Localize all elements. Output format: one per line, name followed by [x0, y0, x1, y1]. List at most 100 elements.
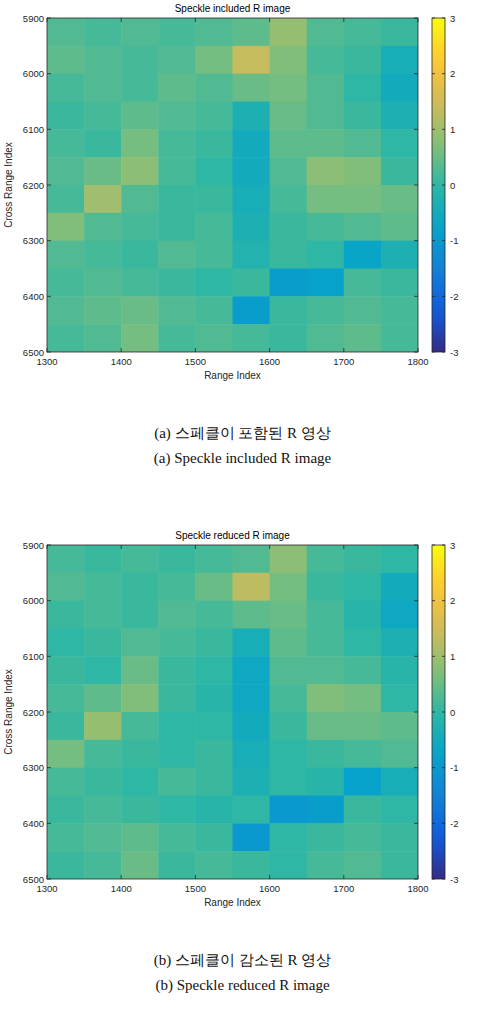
cell: [344, 74, 382, 102]
x-tick: [47, 18, 48, 22]
x-tick-label: 1700: [333, 883, 354, 894]
cell: [307, 656, 345, 684]
cell: [344, 545, 382, 573]
y-tick-label: 6000: [23, 595, 44, 606]
cell: [270, 796, 308, 824]
x-tick: [343, 348, 344, 352]
cell: [158, 656, 196, 684]
y-tick: [414, 352, 418, 353]
cell: [195, 712, 233, 740]
y-tick-label: 6200: [23, 707, 44, 718]
cell: [121, 740, 159, 768]
cell: [381, 102, 418, 130]
cell: [381, 241, 418, 269]
x-tick: [121, 875, 122, 879]
cell: [121, 796, 159, 824]
cell: [233, 157, 271, 185]
y-tick-label: 5900: [23, 13, 44, 24]
cell: [121, 74, 159, 102]
colorbar-tick: [442, 18, 445, 19]
cell: [307, 573, 345, 601]
cell: [84, 157, 122, 185]
colorbar: [432, 18, 445, 352]
x-tick-label: 1800: [407, 883, 428, 894]
cell: [47, 684, 85, 712]
cell: [270, 157, 308, 185]
cell: [195, 545, 233, 573]
cell: [47, 241, 85, 269]
cell: [195, 324, 233, 352]
cell: [84, 656, 122, 684]
colorbar-tick: [442, 296, 445, 297]
cell: [158, 324, 196, 352]
y-tick: [414, 712, 418, 713]
colorbar-tick-label: 2: [450, 68, 455, 79]
y-tick: [47, 823, 51, 824]
cell: [47, 796, 85, 824]
x-tick-label: 1700: [333, 356, 354, 367]
cell: [47, 129, 85, 157]
colorbar-tick-label: -3: [450, 874, 458, 885]
cell: [307, 269, 345, 297]
cell: [158, 545, 196, 573]
cell: [233, 296, 271, 324]
cell: [195, 46, 233, 74]
cell: [270, 601, 308, 629]
y-tick: [414, 240, 418, 241]
y-tick: [47, 712, 51, 713]
y-tick-label: 6300: [23, 762, 44, 773]
y-tick: [47, 185, 51, 186]
cell: [195, 656, 233, 684]
cell: [121, 324, 159, 352]
cell: [233, 740, 271, 768]
cell: [121, 213, 159, 241]
x-tick: [269, 545, 270, 549]
colorbar-tick: [442, 73, 445, 74]
cell: [381, 46, 418, 74]
cell: [270, 102, 308, 130]
cell: [47, 823, 85, 851]
x-tick: [47, 875, 48, 879]
cell: [158, 601, 196, 629]
cell: [195, 740, 233, 768]
colorbar-tick: [442, 712, 445, 713]
cell: [195, 601, 233, 629]
x-tick: [121, 18, 122, 22]
cell: [195, 241, 233, 269]
x-tick: [269, 18, 270, 22]
y-tick-label: 6000: [23, 68, 44, 79]
colorbar-tick: [442, 129, 445, 130]
cell: [47, 46, 85, 74]
y-tick-label: 6200: [23, 180, 44, 191]
cell: [47, 185, 85, 213]
cell: [84, 740, 122, 768]
y-axis-title: Cross Range Index: [3, 142, 14, 228]
colorbar-tick: [442, 352, 445, 353]
cell: [344, 18, 382, 46]
cell: [158, 213, 196, 241]
cell: [270, 851, 308, 879]
cell: [233, 768, 271, 796]
cell: [381, 851, 418, 879]
y-tick-label: 6100: [23, 124, 44, 135]
caption: (b) 스페클이 감소된 R 영상: [154, 952, 332, 969]
y-axis-title: Cross Range Index: [3, 669, 14, 755]
cell: [344, 213, 382, 241]
y-tick: [414, 656, 418, 657]
x-tick: [195, 348, 196, 352]
cell: [158, 712, 196, 740]
y-tick: [47, 240, 51, 241]
panel: Speckle reduced R image13001400150016001…: [3, 530, 458, 994]
colorbar-tick: [442, 656, 445, 657]
x-tick: [418, 18, 419, 22]
cell: [307, 129, 345, 157]
colorbar-tick: [432, 73, 435, 74]
cell: [307, 768, 345, 796]
cell: [195, 18, 233, 46]
cell: [158, 684, 196, 712]
colorbar-tick-label: 3: [450, 13, 455, 24]
cell: [195, 213, 233, 241]
cell: [307, 823, 345, 851]
cell: [307, 740, 345, 768]
cell: [270, 712, 308, 740]
